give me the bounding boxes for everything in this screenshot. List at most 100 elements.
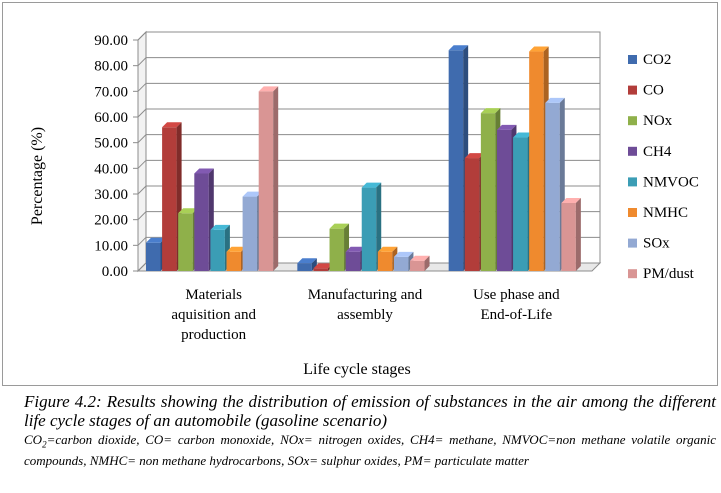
bar-front [162, 127, 177, 272]
legend-label: SOx [643, 236, 670, 252]
bar-top [393, 251, 414, 257]
bar-top [178, 208, 198, 214]
y-tick-label: 30.00 [94, 187, 128, 203]
legend-label: NMVOC [643, 174, 699, 190]
gridline [137, 31, 600, 41]
bar-front [361, 187, 377, 271]
y-tick-label: 10.00 [94, 238, 128, 254]
y-tick-label: 70.00 [94, 84, 128, 100]
bar-front [377, 251, 393, 271]
legend-label: CH4 [643, 144, 672, 160]
y-tick-label: 80.00 [94, 59, 128, 75]
bar [258, 86, 279, 271]
bar-top [162, 122, 182, 128]
bar-top [345, 246, 366, 252]
y-tick-label: 90.00 [94, 33, 128, 49]
bar-front [513, 137, 528, 271]
y-tick-label: 60.00 [94, 110, 128, 126]
bar [561, 197, 581, 271]
bar-front [448, 50, 464, 272]
x-category-line: assembly [337, 307, 393, 323]
bar [194, 168, 214, 271]
bar-front [345, 251, 361, 271]
legend-item: NOx [628, 113, 673, 129]
bar [345, 246, 366, 271]
bar-front [496, 129, 512, 271]
legend-item: CO [628, 83, 664, 99]
legend: CO2 CO NOx CH4 NMVOC NMHC SOx PM/dust [628, 52, 699, 282]
x-category-label: Materials aquisition and production [171, 287, 256, 343]
x-category-line: Materials [185, 287, 242, 303]
bar-front [297, 263, 312, 271]
legend-item: SOx [628, 236, 670, 252]
bar-side [273, 86, 279, 271]
bar-front [178, 213, 193, 271]
legend-item: NMVOC [628, 174, 699, 190]
side-wall [137, 30, 147, 273]
bar-side [424, 255, 430, 271]
bar-top [480, 108, 501, 114]
bar-front [210, 229, 225, 271]
bar-top [242, 191, 263, 197]
x-axis-categories: Materials aquisition and production Manufac… [171, 287, 560, 343]
bar-top [513, 132, 533, 138]
caption-abbrev-text: =carbon dioxide, CO= carbon monoxide, NO… [24, 432, 716, 468]
caption-subscript: 2 [42, 439, 47, 450]
caption-title: Figure 4.2: Results showing the distribu… [24, 392, 716, 430]
legend-label: PM/dust [643, 266, 695, 282]
bar-front [194, 173, 209, 271]
bar-front [258, 91, 274, 271]
bar-top [329, 223, 350, 229]
bar-front [313, 268, 328, 271]
bar-top [448, 45, 469, 51]
bar-top [529, 46, 549, 52]
bar-front [464, 158, 480, 271]
bar-top [258, 86, 279, 92]
bar-front [561, 202, 576, 271]
bar-front [480, 113, 496, 272]
bar-front [242, 196, 258, 271]
y-tick-label: 0.00 [102, 264, 128, 280]
x-category-line: End-of-Life [481, 307, 553, 323]
bar-top [464, 153, 485, 159]
legend-swatch [628, 116, 637, 126]
y-axis-title: Percentage (%) [29, 127, 46, 225]
legend-item: CO2 [628, 52, 671, 68]
legend-swatch [628, 208, 637, 217]
legend-swatch [628, 269, 637, 279]
bar-side [311, 258, 317, 271]
bar-top [545, 97, 565, 103]
x-axis-title: Life cycle stages [303, 361, 411, 378]
bar-top [377, 246, 398, 252]
legend-swatch [628, 55, 637, 64]
bar [361, 182, 382, 271]
x-category-label: Use phase and End-of-Life [473, 287, 560, 323]
bar-side [376, 182, 382, 271]
x-category-line: aquisition and [171, 307, 256, 323]
bar-front [410, 260, 425, 271]
legend-item: NMHC [628, 205, 688, 221]
bar-front [226, 251, 241, 271]
y-tick-label: 50.00 [94, 136, 128, 152]
bar-front [329, 228, 345, 271]
legend-label: NMHC [643, 205, 688, 221]
x-category-line: production [181, 327, 246, 343]
bar-top [496, 124, 517, 130]
bar-top [297, 258, 317, 264]
bar-front [146, 242, 161, 271]
bar-top [194, 168, 214, 174]
figure-caption: Figure 4.2: Results showing the distribu… [24, 392, 716, 468]
legend-label: CO [643, 83, 664, 99]
bar-top [210, 224, 230, 230]
y-tick-label: 20.00 [94, 213, 128, 229]
bar-top [146, 237, 166, 243]
emissions-bar-chart: 0.00 10.00 20.00 30.00 40.00 50.00 60.00 70.00 8… [29, 30, 699, 378]
caption-co-prefix: CO [24, 432, 43, 447]
bar [410, 255, 430, 271]
bar-side [575, 197, 581, 271]
legend-item: PM/dust [628, 266, 695, 282]
legend-item: CH4 [628, 144, 672, 160]
legend-swatch [628, 85, 637, 95]
y-tick-label: 40.00 [94, 161, 128, 177]
x-category-label: Manufacturing and assembly [308, 287, 423, 323]
